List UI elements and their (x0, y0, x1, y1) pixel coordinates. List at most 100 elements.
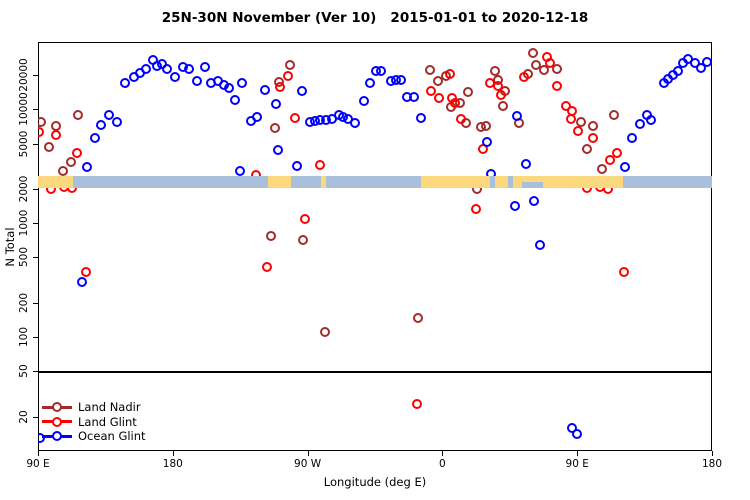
data-point-ocean-glint (229, 94, 240, 105)
data-point-ocean-glint (170, 71, 181, 82)
data-point-land-glint (300, 213, 311, 224)
data-point-land-glint (80, 266, 91, 277)
data-point-ocean-glint (81, 161, 92, 172)
data-point-ocean-glint (119, 77, 130, 88)
data-point-land-nadir (319, 326, 330, 337)
data-point-land-glint (572, 125, 583, 136)
data-point-land-glint (545, 57, 556, 68)
y-axis-tick-label: 5000 (18, 130, 30, 157)
data-point-land-nadir (44, 141, 55, 152)
data-point-ocean-glint (375, 65, 386, 76)
land-band-segment (321, 176, 326, 188)
data-point-ocean-glint (620, 161, 631, 172)
plot-border (38, 42, 712, 451)
data-point-ocean-glint (358, 96, 369, 107)
y-axis-tick (33, 188, 38, 190)
data-point-land-glint (450, 97, 461, 108)
data-point-land-glint (315, 159, 326, 170)
data-point-ocean-glint (528, 195, 539, 206)
land-band-segment (38, 176, 74, 188)
y-axis-tick (33, 371, 38, 373)
data-point-land-glint (434, 92, 445, 103)
data-point-land-glint (611, 147, 622, 158)
data-point-ocean-glint (89, 132, 100, 143)
y-axis-tick-label: 20000 (18, 58, 30, 92)
y-axis-title: N Total (3, 227, 17, 267)
data-point-land-glint (283, 70, 294, 81)
land-ocean-band (38, 176, 712, 188)
data-point-ocean-glint (364, 77, 375, 88)
data-point-land-nadir (528, 47, 538, 58)
data-point-ocean-glint (236, 77, 247, 88)
data-point-ocean-glint (292, 160, 303, 171)
data-point-ocean-glint (701, 56, 712, 67)
data-point-land-glint (289, 112, 300, 123)
x-axis-tick-label: 180 (701, 458, 723, 470)
data-point-ocean-glint (645, 114, 656, 125)
y-axis-tick (33, 109, 38, 111)
legend-label: Land Nadir (78, 400, 141, 414)
y-axis-tick (33, 143, 38, 145)
data-point-land-nadir (476, 121, 487, 132)
data-point-land-glint (495, 89, 506, 100)
data-point-land-nadir (581, 143, 592, 154)
data-point-land-nadir (285, 59, 296, 70)
data-point-land-nadir (425, 64, 436, 75)
reference-line-n50 (38, 371, 712, 373)
plot-area (38, 42, 712, 451)
x-axis-tick (442, 451, 444, 456)
data-point-ocean-glint (95, 119, 106, 130)
ocean-inlet-segment (521, 182, 543, 188)
data-point-ocean-glint (512, 110, 523, 121)
y-axis-tick-label: 200 (18, 292, 30, 313)
data-point-land-nadir (38, 116, 46, 127)
data-point-land-nadir (608, 109, 619, 120)
data-point-land-nadir (265, 230, 276, 241)
data-point-land-nadir (498, 100, 509, 111)
data-point-ocean-glint (111, 116, 122, 127)
data-point-ocean-glint (191, 75, 202, 86)
x-axis-tick-label: 90 E (565, 458, 589, 470)
data-point-ocean-glint (259, 84, 270, 95)
y-axis-tick (33, 74, 38, 76)
data-point-ocean-glint (415, 112, 426, 123)
legend-item-land-nadir: Land Nadir (42, 400, 192, 414)
data-point-land-nadir (269, 122, 280, 133)
data-point-ocean-glint (626, 132, 637, 143)
data-point-land-glint (519, 71, 530, 82)
data-point-land-glint (587, 132, 598, 143)
data-point-ocean-glint (272, 144, 283, 155)
data-point-land-glint (38, 126, 44, 137)
y-axis-tick-label: 100 (18, 327, 30, 348)
y-axis-tick (33, 416, 38, 418)
y-axis-tick (33, 337, 38, 339)
data-point-land-nadir (575, 116, 586, 127)
data-point-ocean-glint (200, 61, 210, 72)
data-point-land-glint (274, 81, 285, 92)
data-point-ocean-glint (140, 63, 151, 74)
data-point-land-glint (618, 266, 629, 277)
data-point-ocean-glint (184, 63, 195, 74)
x-axis-title: Longitude (deg E) (323, 475, 427, 489)
x-axis-tick (712, 451, 713, 456)
data-point-land-glint (471, 203, 482, 214)
x-axis-tick-label: 90 W (294, 458, 322, 470)
x-axis-tick (307, 451, 309, 456)
chart-title: 25N-30N November (Ver 10) 2015-01-01 to … (161, 10, 589, 26)
legend-item-land-glint: Land Glint (42, 415, 192, 429)
data-point-land-glint (71, 147, 82, 158)
data-point-land-glint (411, 398, 422, 409)
data-point-ocean-glint (695, 62, 706, 73)
land-band-segment (420, 176, 623, 188)
data-point-ocean-glint (635, 118, 646, 129)
data-point-ocean-glint (566, 422, 577, 433)
y-axis-tick-label: 2000 (18, 175, 30, 203)
data-point-land-nadir (65, 156, 76, 167)
data-point-ocean-glint (77, 276, 88, 287)
legend-circle-marker (52, 402, 62, 412)
data-point-land-glint (605, 154, 616, 165)
legend-item-ocean-glint: Ocean Glint (42, 429, 192, 443)
data-point-land-glint (50, 129, 61, 140)
x-axis-tick-label: 180 (162, 458, 183, 470)
